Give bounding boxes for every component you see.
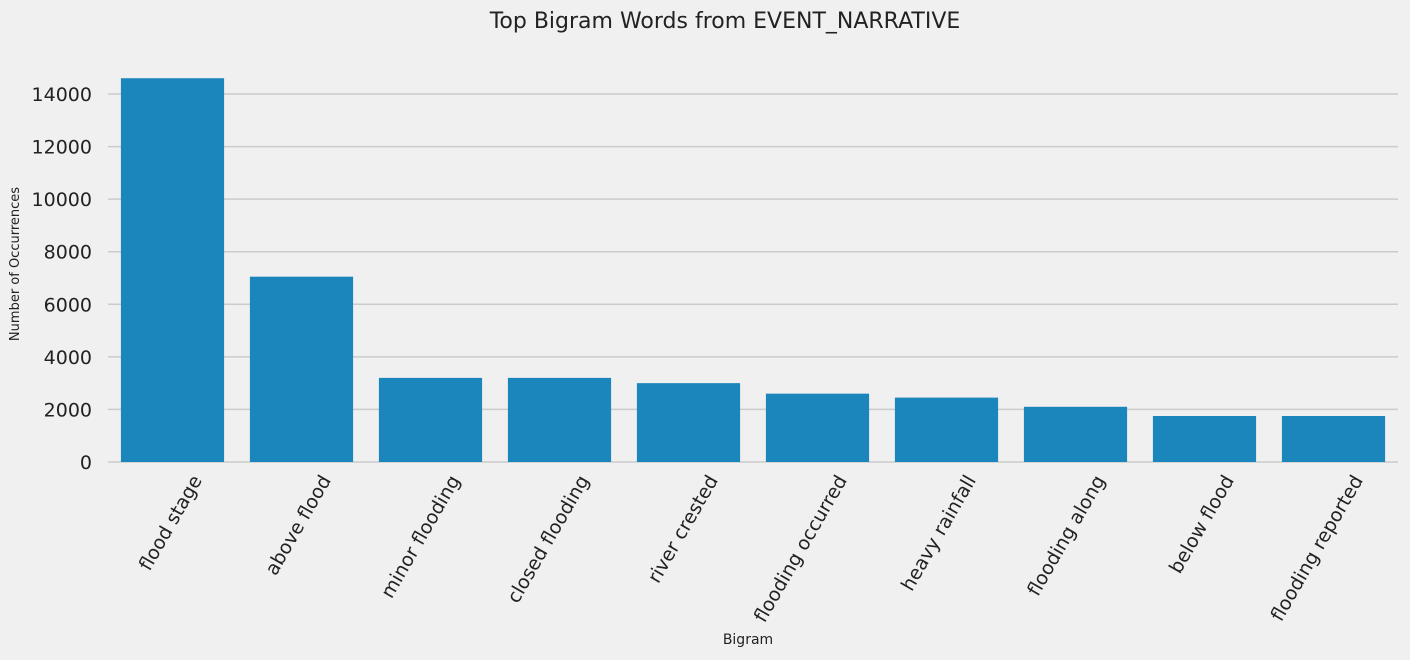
bar: [507, 377, 612, 462]
bar: [249, 276, 354, 462]
y-tick-label: 8000: [44, 242, 92, 264]
chart-title: Top Bigram Words from EVENT_NARRATIVE: [489, 9, 961, 34]
bar: [894, 397, 999, 462]
x-axis-label: Bigram: [723, 632, 773, 648]
y-tick-label: 10000: [32, 189, 92, 211]
y-tick-label: 0: [80, 452, 92, 474]
y-tick-label: 12000: [32, 137, 92, 159]
y-tick-label: 2000: [44, 399, 92, 421]
bar: [1152, 416, 1257, 462]
bar: [120, 78, 225, 462]
bar: [765, 393, 870, 462]
y-tick-label: 4000: [44, 347, 92, 369]
y-tick-label: 14000: [32, 84, 92, 106]
bar: [1281, 416, 1386, 462]
bar: [636, 383, 741, 462]
y-axis-label: Number of Occurrences: [8, 187, 23, 341]
bar: [1023, 406, 1128, 462]
y-tick-labels: 0 2000 4000 6000 8000 10000 12000 14000: [32, 84, 92, 474]
bars: [120, 78, 1386, 462]
bar: [378, 377, 483, 462]
y-tick-label: 6000: [44, 294, 92, 316]
